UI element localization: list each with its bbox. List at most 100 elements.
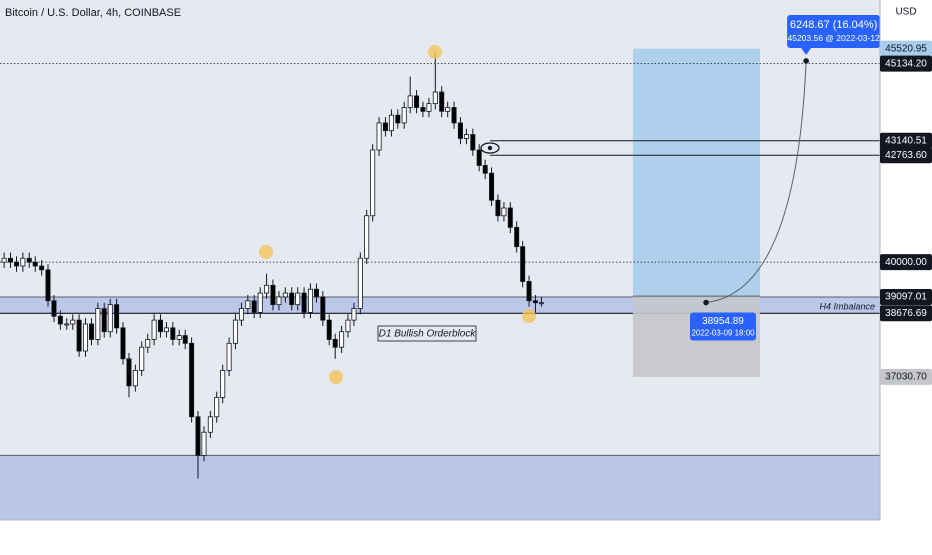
eye-icon: [480, 142, 500, 154]
candle-body: [107, 304, 113, 333]
candle-body: [207, 416, 213, 433]
price-label: 40000.00: [885, 257, 927, 268]
candle-body: [251, 300, 257, 313]
candle-body: [295, 292, 301, 306]
candle-body: [282, 292, 288, 298]
candle-body: [407, 95, 413, 108]
candle-body: [114, 304, 120, 329]
measure-end-label: 6248.67 (16.04%): [790, 19, 877, 31]
candle-body: [382, 122, 388, 132]
marker-circle: [259, 245, 273, 259]
candle-body: [76, 319, 82, 352]
time-axis-background: [0, 520, 932, 550]
price-label: 42763.60: [885, 150, 927, 161]
candle-body: [95, 308, 101, 340]
candle-body: [139, 346, 145, 371]
candle-body: [489, 172, 495, 201]
axis-unit: USD: [895, 7, 916, 18]
candle-body: [182, 335, 188, 344]
measure-curve: [705, 60, 807, 304]
zone-label: H4 Imbalance: [819, 302, 875, 312]
price-label-box: [880, 289, 932, 306]
demand-zone: [0, 455, 880, 520]
candle-body: [1, 257, 7, 263]
candle-body: [476, 149, 482, 166]
measure-end-pointer: [801, 47, 812, 55]
candle-body: [395, 114, 401, 124]
candle-body: [351, 308, 357, 321]
candle-body: [457, 122, 463, 139]
candle-body: [420, 107, 426, 112]
candle-body: [145, 339, 151, 348]
candle-body: [13, 261, 19, 267]
candle-body: [57, 315, 63, 325]
price-label-box: [880, 368, 932, 385]
measure-point: [703, 299, 709, 306]
over-layer: D1 Bullish Orderblock H4 Imbalance 38954.…: [259, 14, 881, 384]
candle-body: [276, 296, 282, 306]
candle-body: [289, 292, 295, 306]
candle-body: [226, 342, 232, 371]
candle-body: [20, 257, 26, 267]
price-label: 45520.95: [885, 43, 927, 54]
candle-body: [195, 416, 201, 456]
candle-body: [26, 257, 32, 263]
candle-body: [332, 339, 338, 348]
candle-body: [7, 257, 13, 263]
candle-body: [426, 103, 432, 112]
marker-circle: [329, 370, 343, 384]
candle-body: [432, 91, 438, 105]
price-label-box: [880, 147, 932, 164]
candle-body: [345, 319, 351, 333]
position-target-zone: [632, 48, 761, 297]
candle-body: [45, 269, 51, 302]
candle-body: [313, 288, 319, 298]
price-label-box: [880, 40, 932, 57]
candle-body: [245, 300, 251, 309]
candle-body: [82, 323, 88, 352]
candle-body: [376, 122, 382, 151]
price-label: 43140.51: [885, 135, 927, 146]
orderblock-box: [377, 325, 477, 342]
candle-body: [120, 327, 126, 360]
candle-body: [170, 327, 176, 340]
candle-body: [326, 319, 332, 340]
candle-body: [132, 369, 138, 387]
measure-start-sublabel: 2022-03-09 18:00: [691, 329, 755, 338]
candle-body: [532, 300, 538, 304]
candle-body: [238, 308, 244, 321]
candle-body: [126, 358, 132, 387]
candle-body: [370, 149, 376, 217]
candle-body: [401, 107, 407, 124]
candle-body: [520, 246, 526, 282]
candle-body: [157, 319, 163, 333]
candle-body: [264, 284, 270, 294]
measure-start-label: 38954.89: [702, 316, 744, 327]
candle-body: [507, 207, 513, 228]
price-axis-background: [880, 0, 932, 550]
measure-end-sublabel: 45203.56 @ 2022-03-12: [787, 33, 880, 43]
candle-body: [257, 292, 263, 313]
price-label: 39097.01: [885, 292, 927, 303]
candle-body: [339, 331, 345, 348]
mark-layer: [1, 52, 544, 479]
axis-layer: 39097.01 38676.69 45520.95 37030.70 45134.20…: [880, 40, 932, 385]
candle-body: [151, 319, 157, 340]
candle-body: [176, 335, 182, 340]
candle-body: [88, 323, 94, 340]
price-label: 38676.69: [885, 308, 927, 319]
candle-body: [39, 265, 45, 271]
candle-body: [514, 226, 520, 248]
chart-title: Bitcoin / U.S. Dollar, 4h, COINBASE: [5, 7, 181, 19]
candle-body: [70, 319, 76, 325]
candle-body: [232, 319, 238, 344]
candle-body: [32, 261, 38, 267]
price-label: 37030.70: [885, 372, 927, 383]
candle-body: [538, 302, 544, 305]
measure-end-box: [787, 14, 881, 48]
candle-body: [463, 134, 469, 139]
candle-body: [101, 308, 107, 333]
candle-body: [270, 284, 276, 306]
under-layer: [0, 48, 880, 520]
